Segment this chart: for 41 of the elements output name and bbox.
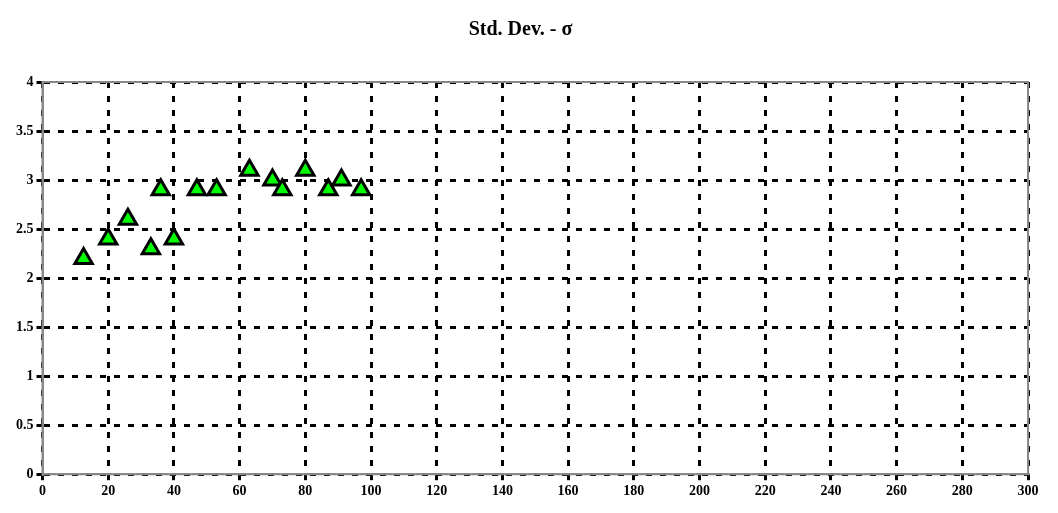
y-tick-label: 0 — [26, 465, 34, 481]
x-tick-label: 220 — [754, 483, 776, 499]
point — [262, 168, 283, 187]
chart-title: Std. Dev. - σ — [468, 17, 573, 40]
y-tick-label: 1.5 — [16, 318, 34, 334]
x-tick-label: 140 — [491, 483, 513, 499]
y-tick-label: 0.5 — [16, 416, 34, 432]
y-tick-label: 3 — [26, 171, 34, 187]
x-tick-label: 280 — [951, 483, 973, 499]
point — [350, 178, 372, 197]
y-tick-label: 2.5 — [16, 220, 34, 236]
point — [318, 178, 339, 197]
point — [163, 227, 185, 246]
x-tick-label: 60 — [232, 483, 247, 499]
point — [140, 237, 162, 256]
x-tick-label: 80 — [298, 483, 313, 499]
point — [272, 178, 293, 197]
x-tick-label: 40 — [166, 483, 181, 499]
point — [206, 178, 227, 197]
x-tick-label: 120 — [426, 483, 448, 499]
x-tick-label: 240 — [820, 483, 842, 499]
point — [239, 158, 260, 177]
x-tick-label: 0 — [39, 483, 46, 499]
point — [331, 168, 352, 187]
point — [117, 207, 139, 226]
point — [73, 246, 94, 265]
x-tick-label: 100 — [360, 483, 382, 499]
point — [295, 158, 316, 177]
point — [186, 178, 208, 197]
x-tick-label: 180 — [623, 483, 645, 499]
x-tick-label: 300 — [1017, 483, 1039, 499]
point — [150, 178, 171, 197]
point — [98, 227, 119, 246]
x-tick-label: 20 — [101, 483, 116, 499]
y-tick-label: 4 — [26, 73, 34, 89]
y-tick-label: 2 — [26, 269, 34, 285]
x-tick-label: 160 — [557, 483, 579, 499]
y-tick-label: 3.5 — [16, 122, 34, 138]
x-tick-label: 260 — [886, 483, 908, 499]
y-tick-label: 1 — [26, 367, 34, 383]
x-tick-label: 200 — [689, 483, 710, 499]
